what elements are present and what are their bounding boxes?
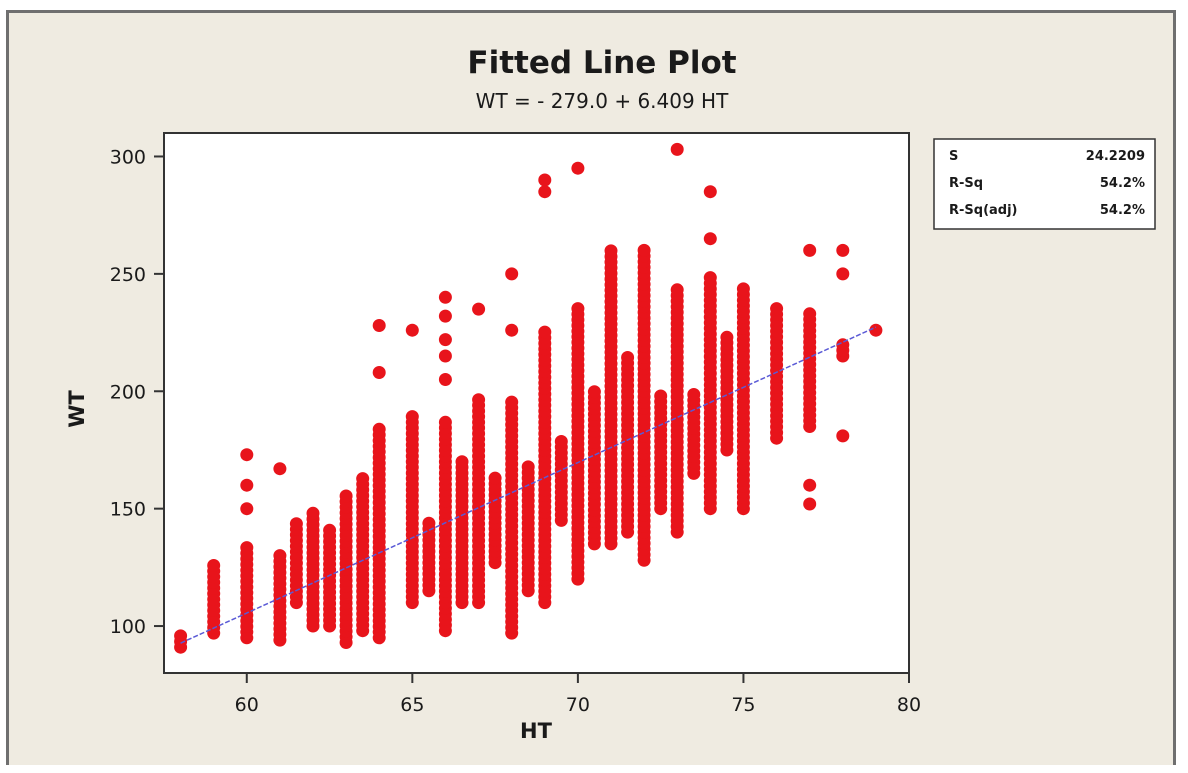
data-point (405, 323, 419, 337)
chart-title: Fitted Line Plot (467, 45, 736, 81)
data-point (289, 517, 303, 531)
data-point (438, 290, 452, 304)
data-point (455, 455, 469, 469)
x-axis-title: HT (520, 719, 553, 743)
data-point (273, 462, 287, 476)
stats-box-frame (933, 138, 1156, 230)
data-point (438, 333, 452, 347)
data-point (207, 559, 221, 572)
data-point (372, 366, 386, 379)
y-tick-label: 200 (110, 381, 146, 403)
data-point (538, 325, 552, 339)
data-point (174, 629, 188, 643)
x-tick-label: 60 (235, 694, 259, 716)
data-point (339, 489, 353, 503)
chart-subtitle: WT = - 279.0 + 6.409 HT (476, 89, 729, 113)
data-point (372, 422, 386, 436)
data-point (670, 283, 684, 297)
stat-label-rsq: R-Sq (949, 176, 983, 191)
data-point (521, 460, 535, 474)
data-point (836, 267, 850, 281)
stat-value-s: 24.2209 (1086, 149, 1145, 164)
fit-line (180, 326, 877, 644)
data-point (240, 502, 254, 516)
data-point (323, 523, 337, 537)
data-point (670, 142, 684, 156)
stat-label-s: S (949, 149, 958, 164)
data-point (621, 351, 635, 364)
data-point (703, 232, 717, 246)
stat-value-rsq-adj: 54.2% (1100, 203, 1145, 218)
stat-label-rsq-adj: R-Sq(adj) (949, 203, 1018, 218)
x-tick-label: 65 (400, 694, 424, 716)
y-tick-label: 250 (110, 264, 146, 286)
data-point (273, 549, 287, 563)
data-point (438, 309, 452, 323)
data-point (438, 349, 452, 363)
x-axis: 60 65 70 75 80 (235, 673, 921, 716)
y-tick-label: 150 (110, 499, 146, 521)
x-tick-label: 80 (897, 694, 921, 716)
x-tick-label: 75 (731, 694, 755, 716)
data-point (604, 244, 618, 258)
y-tick-label: 100 (110, 616, 146, 638)
data-point (472, 302, 486, 316)
data-point (438, 373, 452, 386)
plot-area (163, 132, 910, 674)
data-point (654, 389, 668, 403)
data-point (703, 185, 717, 199)
data-point (554, 435, 568, 448)
data-point (803, 307, 817, 321)
data-point (720, 330, 734, 344)
stats-box: S 24.2209 R-Sq 54.2% R-Sq(adj) 54.2% (933, 138, 1156, 230)
data-point (571, 161, 585, 175)
data-point (803, 478, 817, 492)
data-point (438, 415, 452, 429)
data-point (538, 185, 552, 199)
data-point (505, 395, 519, 409)
data-point (736, 282, 750, 296)
data-point (703, 271, 717, 285)
points-layer (174, 142, 883, 654)
data-point (637, 243, 651, 257)
data-point (505, 267, 519, 281)
x-tick-label: 70 (566, 694, 590, 716)
data-point (472, 393, 486, 407)
data-point (405, 410, 419, 424)
data-point (770, 302, 784, 316)
fitted-line-plot: Fitted Line Plot WT = - 279.0 + 6.409 HT… (65, 45, 1156, 743)
data-point (488, 471, 502, 485)
y-tick-label: 300 (110, 146, 146, 168)
data-point (240, 478, 254, 492)
stat-value-rsq: 54.2% (1100, 176, 1145, 191)
data-point (240, 541, 254, 555)
data-point (836, 243, 850, 257)
data-point (869, 323, 883, 337)
data-point (372, 319, 386, 332)
data-point (422, 516, 436, 530)
data-point (587, 385, 601, 399)
data-point (356, 472, 370, 486)
data-point (538, 173, 552, 187)
chart-frame: Fitted Line Plot WT = - 279.0 + 6.409 HT… (6, 10, 1176, 765)
data-point (803, 243, 817, 257)
data-point (240, 448, 254, 462)
data-point (836, 429, 850, 443)
y-axis: 100 150 200 250 300 (110, 146, 164, 638)
data-point (571, 302, 585, 316)
data-point (803, 497, 817, 511)
data-point (505, 323, 519, 337)
data-point (687, 388, 701, 401)
data-point (836, 338, 850, 352)
y-axis-title: WT (65, 390, 89, 428)
data-point (306, 506, 320, 520)
